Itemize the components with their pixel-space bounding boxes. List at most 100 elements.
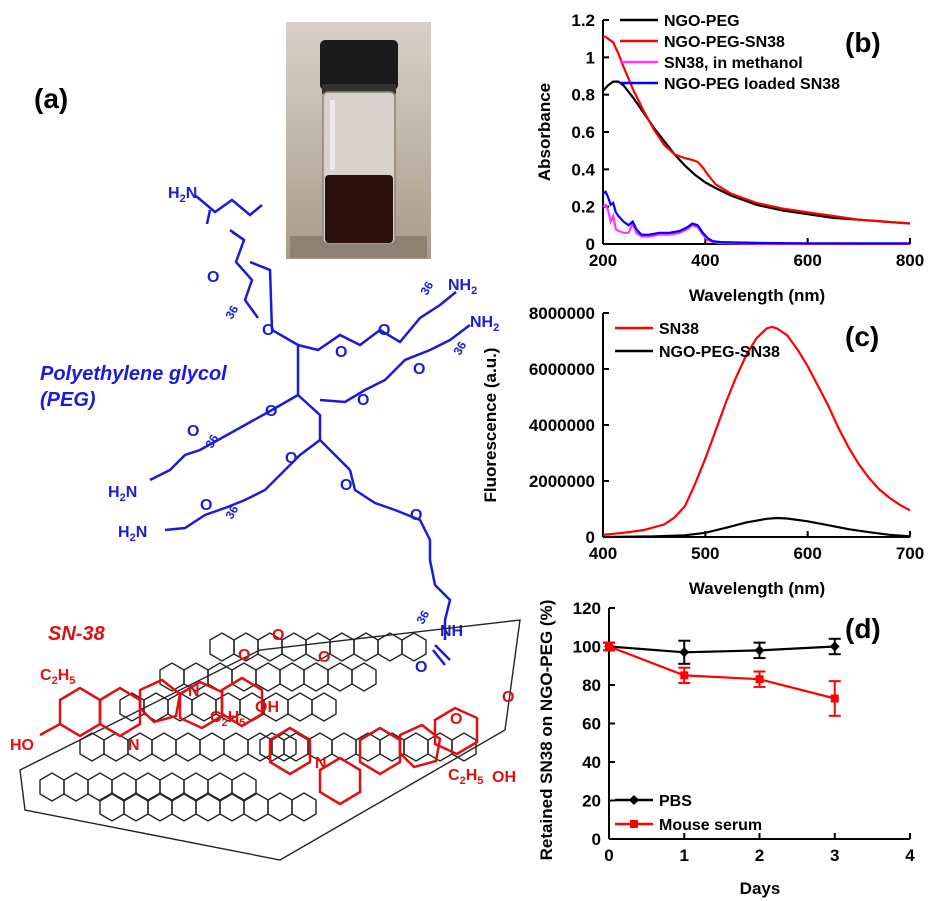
panel-c-yticks: 0 2000000 4000000 6000000 8000000: [529, 304, 609, 547]
svg-text:OH: OH: [255, 699, 279, 716]
panel-d-retention-chart: 0 20 40 60 80 100 120 0 1 2 3 4 PBS Mouse serum Day…: [537, 599, 915, 898]
svg-text:NH: NH: [440, 623, 463, 640]
xtick-label: 400: [589, 544, 617, 563]
svg-text:HO: HO: [10, 737, 34, 754]
panel-b-series: [602, 35, 911, 245]
svg-text:36: 36: [222, 503, 241, 522]
svg-text:36: 36: [417, 279, 436, 298]
legend-label: SN38: [659, 321, 699, 338]
ytick-label: 0.2: [571, 198, 595, 217]
panel-c-label: (c): [845, 321, 879, 352]
svg-text:O: O: [357, 392, 369, 409]
legend-label: NGO-PEG-SN38: [659, 344, 780, 361]
data-point-diamond: [754, 645, 765, 656]
xtick-label: 3: [830, 846, 839, 865]
series-line-1: [602, 516, 911, 539]
svg-text:36: 36: [413, 608, 432, 627]
legend-label: SN38, in methanol: [664, 55, 803, 72]
panel-c-xlabel: Wavelength (nm): [689, 579, 825, 598]
series-line-0: [608, 645, 835, 654]
legend-label: PBS: [659, 793, 692, 810]
sn38-atom-labels: O O O N C2H5 C2H5 OH HO N N O O C2H5 OH: [10, 627, 516, 787]
svg-text:O: O: [502, 689, 514, 706]
svg-text:C2H5: C2H5: [448, 767, 483, 787]
panel-d-ylabel: Retained SN38 on NGO-PEG (%): [537, 600, 556, 861]
svg-text:36: 36: [450, 339, 469, 358]
xtick-label: 700: [896, 544, 924, 563]
svg-text:OH: OH: [492, 769, 516, 786]
legend-label: NGO-PEG loaded SN38: [664, 76, 840, 93]
ytick-label: 120: [573, 599, 601, 618]
xtick-label: 600: [793, 251, 821, 270]
panel-a: (a) Polyethylene glycol (PEG): [10, 22, 521, 861]
svg-text:O: O: [200, 497, 212, 514]
ytick-label: 0: [592, 830, 601, 849]
panel-c-xticks: 400 500 600 700: [589, 531, 924, 563]
legend-marker: [630, 820, 638, 828]
xtick-label: 4: [905, 846, 915, 865]
svg-text:36: 36: [202, 432, 221, 451]
svg-text:N: N: [188, 683, 200, 700]
svg-text:C2H5: C2H5: [210, 709, 245, 729]
panel-d-series: [603, 637, 841, 717]
vial-cap: [320, 40, 398, 90]
ytick-label: 0.8: [571, 86, 595, 105]
svg-text:O: O: [413, 361, 425, 378]
svg-text:O: O: [410, 507, 422, 524]
ytick-label: 0.4: [571, 160, 595, 179]
panel-b-ylabel: Absorbance: [535, 83, 554, 181]
xtick-label: 500: [691, 544, 719, 563]
ytick-label: 0.6: [571, 123, 595, 142]
peg-structure: [149, 195, 471, 666]
svg-text:NH2: NH2: [448, 277, 477, 297]
data-point-diamond: [679, 647, 690, 658]
legend-marker: [629, 795, 639, 805]
panel-b-yticks: 0 0.2 0.4 0.6 0.8 1 1.2: [571, 11, 609, 254]
peg-label-line2: (PEG): [40, 389, 96, 411]
ytick-label: 100: [573, 638, 601, 657]
xtick-label: 800: [896, 251, 924, 270]
legend-label: Mouse serum: [659, 817, 762, 834]
svg-text:N: N: [128, 737, 140, 754]
legend-label: NGO-PEG: [664, 13, 740, 30]
panel-b-label: (b): [845, 27, 881, 58]
legend-label: NGO-PEG-SN38: [664, 34, 785, 51]
panel-c-legend: SN38 NGO-PEG-SN38: [615, 321, 780, 361]
ytick-label: 2000000: [529, 472, 595, 491]
svg-text:O: O: [415, 659, 427, 676]
svg-text:O: O: [187, 423, 199, 440]
peg-atom-labels: H2N O 36 O O O 36 NH2 O O 36 NH2 O O 36 …: [108, 185, 499, 676]
svg-text:O: O: [207, 269, 219, 286]
data-point-square: [755, 675, 764, 684]
svg-text:N: N: [315, 755, 327, 772]
svg-text:O: O: [378, 322, 390, 339]
xtick-label: 1: [680, 846, 689, 865]
xtick-label: 2: [755, 846, 764, 865]
series-line-1: [608, 645, 836, 700]
panel-c-series: [602, 325, 911, 539]
peg-label-line1: Polyethylene glycol: [40, 363, 227, 385]
ytick-label: 1: [586, 48, 595, 67]
ytick-label: 80: [582, 676, 601, 695]
data-point-square: [605, 642, 613, 651]
vial-liquid: [325, 175, 393, 243]
sn38-label: SN-38: [48, 623, 106, 645]
data-point-diamond: [829, 641, 840, 652]
panel-b-xticks: 200 400 600 800: [589, 238, 924, 270]
series-line-1: [603, 35, 911, 225]
data-point-square: [680, 671, 689, 680]
ytick-label: 6000000: [529, 360, 595, 379]
panel-c-ylabel: Fluorescence (a.u.): [481, 348, 500, 503]
xtick-label: 400: [691, 251, 719, 270]
svg-text:O: O: [335, 344, 347, 361]
panel-a-label: (a): [34, 83, 68, 114]
panel-d-legend: PBS Mouse serum: [615, 793, 762, 834]
vial-photo: [286, 22, 431, 259]
svg-text:O: O: [285, 450, 297, 467]
ytick-label: 40: [582, 753, 601, 772]
svg-text:O: O: [450, 711, 462, 728]
svg-text:O: O: [265, 403, 277, 420]
xtick-label: 0: [604, 846, 613, 865]
panel-b-legend: NGO-PEG NGO-PEG-SN38 SN38, in methanol NGO-…: [620, 13, 840, 93]
